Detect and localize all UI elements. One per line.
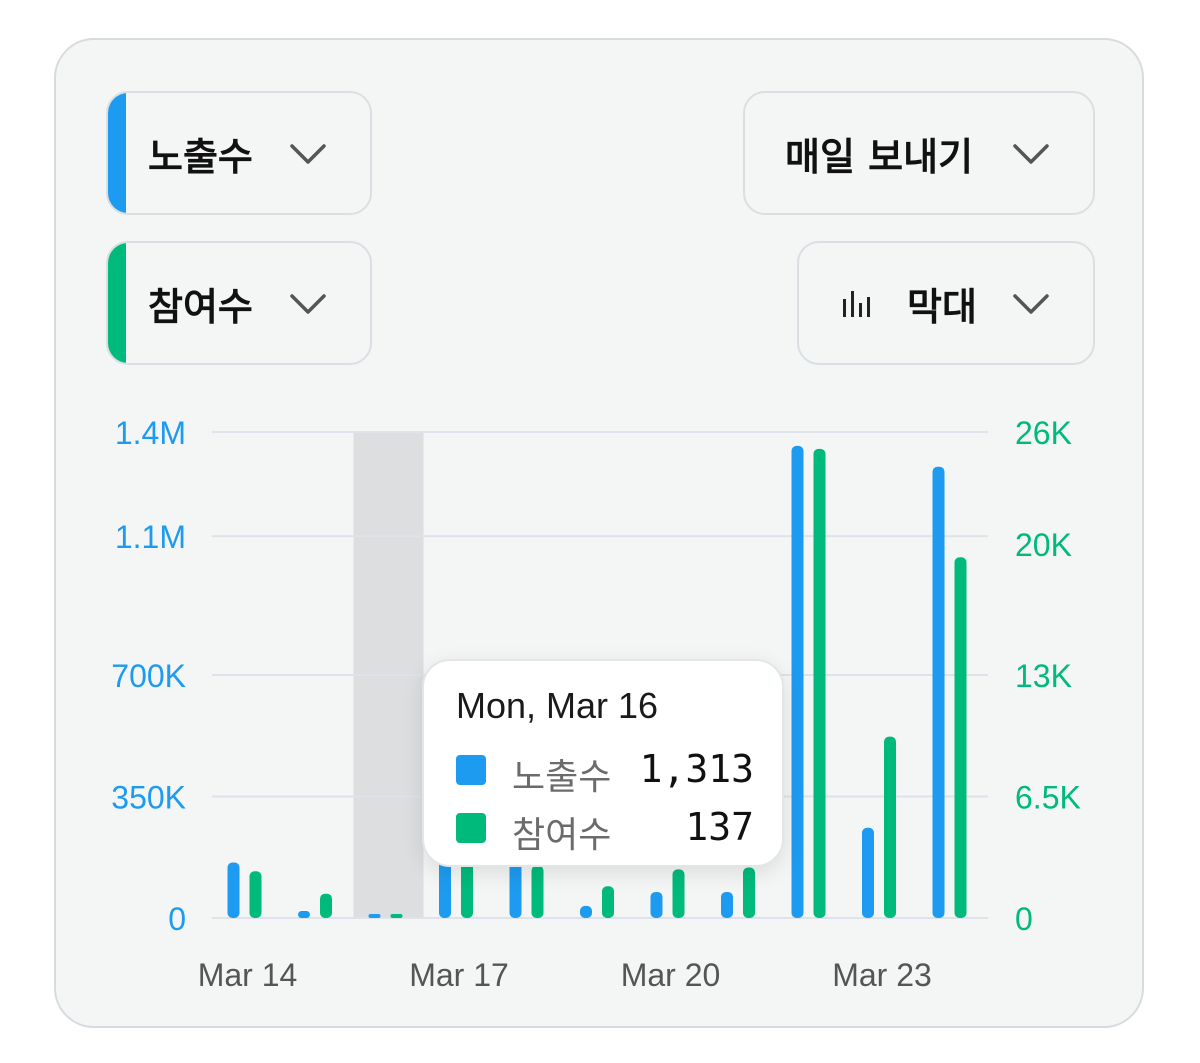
bar-engagements xyxy=(813,448,826,918)
bar-engagements xyxy=(743,867,755,918)
bar-engagements xyxy=(954,557,967,918)
metric2-label: 참여수 xyxy=(148,284,253,329)
chevron-down-icon xyxy=(290,144,326,164)
bar-engagements xyxy=(672,869,685,918)
chevron-down-icon xyxy=(1013,294,1049,314)
x-tick-label: Mar 20 xyxy=(621,957,721,993)
bar-impressions xyxy=(580,905,592,918)
tooltip-swatch-metric2 xyxy=(456,813,486,843)
bar-impressions xyxy=(509,858,522,918)
bar-engagements xyxy=(320,893,332,918)
bar-impressions xyxy=(932,466,945,918)
export-dropdown[interactable]: 매일 보내기 xyxy=(743,91,1095,215)
bar-engagements xyxy=(249,871,262,918)
tooltip-name-metric2: 참여수 xyxy=(512,815,612,856)
bar-engagements xyxy=(884,736,896,918)
tooltip-name-metric1: 노출수 xyxy=(512,757,612,798)
metric1-label: 노출수 xyxy=(148,134,253,179)
bar-engagements xyxy=(531,865,544,918)
y-right-tick-label: 20K xyxy=(1015,527,1072,563)
chart-tooltip: Mon, Mar 16 노출수 1,313 참여수 137 xyxy=(422,659,784,867)
y-right-tick-label: 13K xyxy=(1015,658,1072,694)
bar-impressions xyxy=(227,862,240,918)
tooltip-row-metric2: 참여수 137 xyxy=(456,803,754,856)
tooltip-swatch-metric1 xyxy=(456,755,486,785)
x-tick-label: Mar 17 xyxy=(409,957,509,993)
chart-type-label: 막대 xyxy=(907,284,977,329)
bar-impressions xyxy=(368,914,381,918)
y-left-tick-label: 700K xyxy=(111,658,186,694)
tooltip-date: Mon, Mar 16 xyxy=(456,685,659,726)
bar-impressions xyxy=(862,827,874,918)
bar-engagements xyxy=(390,914,403,918)
chevron-down-icon xyxy=(1013,144,1049,164)
tooltip-value-metric2: 137 xyxy=(685,805,754,849)
bar-engagements xyxy=(602,886,614,918)
y-left-tick-label: 1.4M xyxy=(115,415,186,451)
bar-impressions xyxy=(439,855,451,918)
bar-impressions xyxy=(791,445,804,918)
metric1-color-stripe xyxy=(108,93,126,213)
chevron-down-icon xyxy=(290,294,326,314)
y-right-tick-label: 26K xyxy=(1015,415,1072,451)
metric2-dropdown[interactable]: 참여수 xyxy=(106,241,372,365)
tooltip-row-metric1: 노출수 1,313 xyxy=(456,745,754,798)
tooltip-value-metric1: 1,313 xyxy=(639,747,754,791)
y-left-tick-label: 0 xyxy=(168,901,186,937)
x-tick-label: Mar 14 xyxy=(198,957,298,993)
y-left-tick-label: 1.1M xyxy=(115,519,186,555)
x-tick-label: Mar 23 xyxy=(832,957,932,993)
export-label: 매일 보내기 xyxy=(785,134,974,179)
y-left-tick-label: 350K xyxy=(111,780,186,816)
y-right-tick-label: 6.5K xyxy=(1015,780,1081,816)
metric1-dropdown[interactable]: 노출수 xyxy=(106,91,372,215)
bar-impressions xyxy=(650,891,663,918)
bar-impressions xyxy=(721,891,733,918)
bar-chart-icon xyxy=(843,291,870,317)
chart-type-dropdown[interactable]: 막대 xyxy=(797,241,1095,365)
metric2-color-stripe xyxy=(108,243,126,363)
y-right-tick-label: 0 xyxy=(1015,901,1033,937)
bar-impressions xyxy=(298,911,310,918)
bar-engagements xyxy=(461,861,473,918)
